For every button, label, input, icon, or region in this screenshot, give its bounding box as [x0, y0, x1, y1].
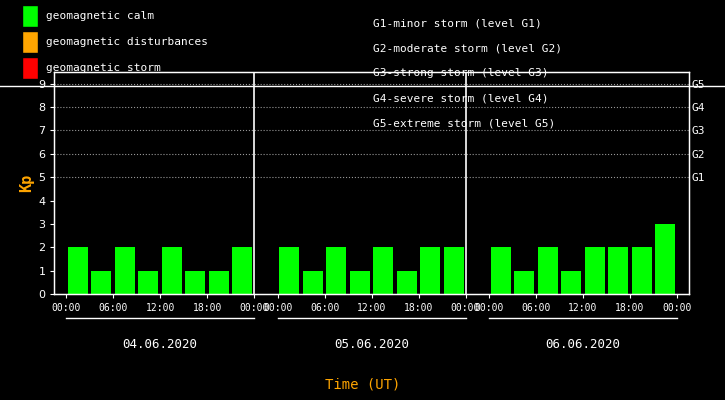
- Bar: [326, 247, 347, 294]
- Text: Time (UT): Time (UT): [325, 378, 400, 392]
- Bar: [420, 247, 440, 294]
- Bar: [373, 247, 393, 294]
- Bar: [350, 271, 370, 294]
- Bar: [162, 247, 182, 294]
- Text: 06.06.2020: 06.06.2020: [545, 338, 621, 351]
- Text: G5-extreme storm (level G5): G5-extreme storm (level G5): [373, 119, 555, 129]
- Bar: [138, 271, 158, 294]
- Bar: [444, 247, 464, 294]
- Bar: [397, 271, 417, 294]
- Text: G3-strong storm (level G3): G3-strong storm (level G3): [373, 68, 549, 78]
- Bar: [655, 224, 675, 294]
- Bar: [91, 271, 112, 294]
- Text: 04.06.2020: 04.06.2020: [123, 338, 198, 351]
- Bar: [186, 271, 205, 294]
- Bar: [279, 247, 299, 294]
- Bar: [514, 271, 534, 294]
- Y-axis label: Kp: Kp: [19, 174, 34, 192]
- Bar: [631, 247, 652, 294]
- Bar: [608, 247, 629, 294]
- Text: G1-minor storm (level G1): G1-minor storm (level G1): [373, 18, 542, 28]
- Bar: [303, 271, 323, 294]
- Text: geomagnetic storm: geomagnetic storm: [46, 63, 161, 73]
- Text: G4-severe storm (level G4): G4-severe storm (level G4): [373, 94, 549, 104]
- Text: 05.06.2020: 05.06.2020: [334, 338, 409, 351]
- Bar: [209, 271, 229, 294]
- Text: G2-moderate storm (level G2): G2-moderate storm (level G2): [373, 43, 563, 53]
- Text: geomagnetic calm: geomagnetic calm: [46, 11, 154, 21]
- Bar: [561, 271, 581, 294]
- Bar: [115, 247, 135, 294]
- Bar: [68, 247, 88, 294]
- Bar: [232, 247, 252, 294]
- Bar: [491, 247, 511, 294]
- Bar: [585, 247, 605, 294]
- Text: geomagnetic disturbances: geomagnetic disturbances: [46, 37, 208, 47]
- Bar: [538, 247, 558, 294]
